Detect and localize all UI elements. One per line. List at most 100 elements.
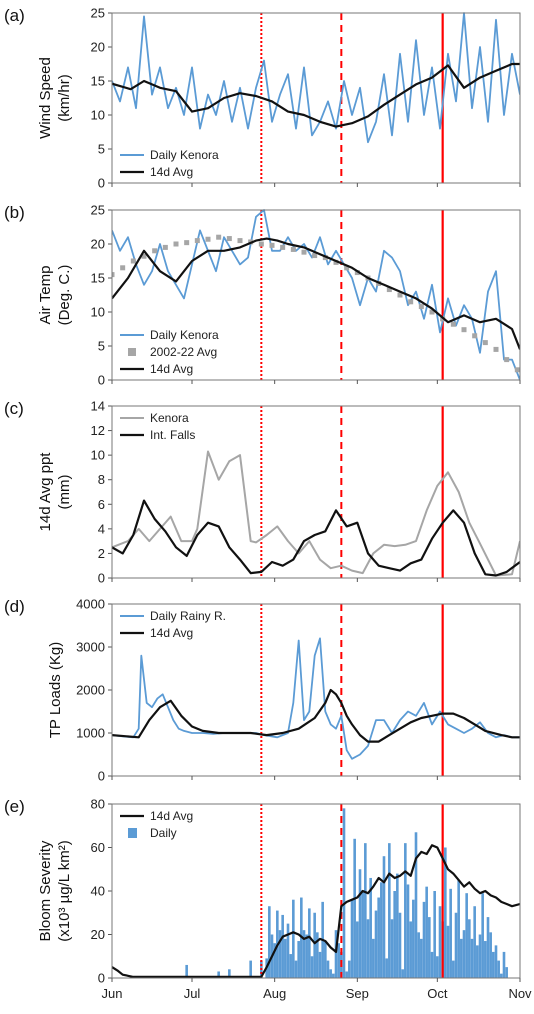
daily-bar — [316, 932, 319, 978]
avg-2002-22-marker — [429, 309, 435, 315]
daily-bar — [302, 930, 306, 978]
avg-2002-22-marker — [130, 258, 136, 264]
legend-label: Daily Rainy R. — [150, 609, 226, 623]
daily-bar — [502, 951, 506, 978]
avg-2002-22-marker — [386, 287, 392, 293]
daily-bar — [326, 960, 330, 978]
legend-swatch — [128, 828, 137, 838]
y-tick-label: 5 — [98, 142, 105, 157]
daily-bar — [500, 973, 503, 978]
daily-bar — [436, 956, 439, 978]
avg-2002-22-marker — [112, 272, 115, 278]
avg-2002-22-marker — [354, 270, 360, 276]
daily-bar — [460, 938, 463, 978]
daily-bar — [393, 891, 396, 978]
y-tick-label: 0 — [98, 176, 105, 191]
y-tick-label: 40 — [91, 884, 105, 899]
legend-entry: Int. Falls — [120, 428, 195, 442]
avg-2002-22-marker — [258, 241, 264, 247]
daily-bar — [452, 960, 455, 978]
avg-2002-22-marker — [205, 236, 211, 242]
daily-bar — [358, 869, 362, 978]
plot-area — [112, 804, 520, 979]
daily-bar — [401, 969, 404, 978]
y-axis-label: TP Loads (Kg) — [47, 642, 64, 738]
y-tick-label: 15 — [91, 74, 105, 89]
daily-bar — [486, 917, 490, 978]
daily-bar — [414, 832, 418, 978]
daily-bar — [268, 906, 271, 978]
legend-label: Daily Kenora — [150, 148, 219, 162]
daily-bar — [396, 873, 399, 978]
daily-bar — [492, 951, 495, 978]
daily-bar — [481, 893, 484, 978]
y-tick-label: 0 — [98, 373, 105, 388]
daily-bar — [454, 912, 458, 978]
daily-bar — [420, 938, 423, 978]
y-tick-label: 3000 — [76, 640, 105, 655]
avg-2002-22-marker — [397, 292, 403, 298]
daily-bar — [417, 932, 420, 978]
avg-2002-22-marker — [482, 340, 488, 346]
x-tick-label: Nov — [508, 986, 532, 1001]
series-line-14d-avg — [112, 688, 520, 743]
x-tick-label: Aug — [263, 986, 286, 1001]
avg-2002-22-marker — [141, 253, 147, 259]
daily-bar — [390, 919, 394, 978]
y-axis-label: Bloom Severity — [37, 840, 54, 941]
y-tick-label: 60 — [91, 840, 105, 855]
y-tick-label: 4000 — [76, 597, 105, 612]
y-axis-label: (mm) — [56, 475, 73, 510]
daily-bar — [388, 843, 391, 978]
daily-bar — [425, 886, 428, 978]
daily-bar — [404, 843, 407, 978]
avg-2002-22-marker — [162, 244, 168, 250]
plot-frame — [111, 209, 521, 381]
y-tick-label: 20 — [91, 40, 105, 55]
legend-entry: 14d Avg — [120, 626, 193, 640]
daily-bar — [292, 899, 295, 978]
y-tick-label: 80 — [91, 797, 105, 812]
daily-bar — [478, 934, 482, 978]
legend-entry: 14d Avg — [120, 362, 193, 376]
x-tick-label: Sep — [346, 986, 369, 1001]
legend-entry: Daily Rainy R. — [120, 609, 226, 623]
daily-bar — [281, 914, 284, 978]
y-tick-label: 20 — [91, 927, 105, 942]
daily-bar — [377, 897, 380, 978]
daily-bar — [494, 945, 498, 978]
daily-bar — [497, 960, 500, 978]
y-axis-label: (Deg. C.) — [56, 265, 73, 326]
plot-frame — [111, 405, 521, 579]
plot-frame — [111, 12, 521, 184]
avg-2002-22-marker — [408, 299, 414, 305]
series-line-daily-kenora — [112, 209, 520, 381]
y-axis-label: (x10³ µg/L km²) — [56, 840, 73, 941]
y-axis-label: 14d Avg ppt — [37, 452, 54, 532]
daily-bar — [372, 938, 375, 978]
series-line-daily-rainy-r- — [112, 637, 520, 760]
legend-entry: 2002-22 Avg — [128, 345, 217, 359]
daily-bar — [465, 893, 468, 978]
daily-bar — [438, 906, 442, 978]
series-line-14d-avg — [112, 844, 520, 979]
daily-bar — [428, 917, 431, 978]
y-tick-label: 8 — [98, 472, 105, 487]
plot-area — [112, 406, 520, 578]
daily-bar — [278, 930, 282, 978]
legend-entry: 14d Avg — [120, 165, 193, 179]
daily-bar — [334, 930, 338, 978]
daily-bar — [294, 960, 298, 978]
legend-label: Daily Kenora — [150, 328, 219, 342]
daily-bar — [361, 891, 364, 978]
legend-entry: Kenora — [120, 411, 189, 425]
y-tick-label: 5 — [98, 339, 105, 354]
daily-bar — [332, 973, 335, 978]
plot-frame — [111, 603, 521, 777]
y-tick-label: 0 — [98, 571, 105, 586]
x-tick-label: Jun — [102, 986, 123, 1001]
daily-bar — [433, 891, 436, 978]
avg-2002-22-marker — [418, 304, 424, 310]
daily-bar — [430, 951, 434, 978]
